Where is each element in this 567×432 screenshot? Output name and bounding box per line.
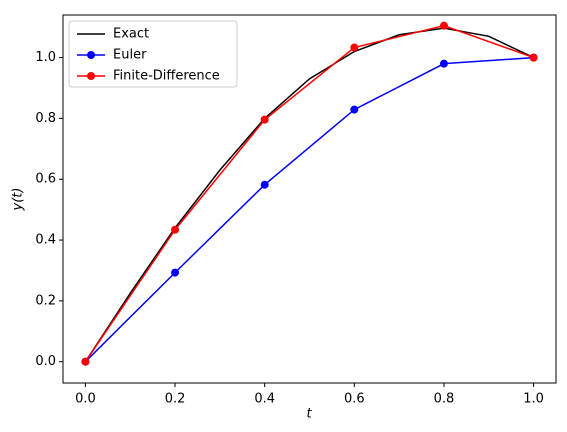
x-tick-label: 0.4 [254,392,275,407]
point [529,53,538,62]
point [171,225,180,234]
legend-box [68,20,238,88]
point [350,43,359,52]
x-tick-label: 0.6 [344,392,365,407]
y-tick-label: 0.6 [35,172,56,187]
point [260,180,269,189]
x-tick-label: 0.2 [165,392,186,407]
x-tick-label: 1.0 [523,392,544,407]
line [84,56,534,363]
point [439,21,448,30]
y-tick-label: 0.8 [35,111,56,126]
x-tick-label: 0.0 [75,392,96,407]
legend-label: Euler [113,48,147,63]
legend-marker [87,51,95,59]
point [260,115,269,124]
point [81,357,90,366]
point [350,105,359,114]
point [171,268,180,277]
legend-marker [87,72,95,80]
legend: Exact Euler Finite-Difference [68,20,238,88]
point [439,59,448,68]
legend-label: Finite-Difference [113,69,220,84]
x-tick-label: 0.8 [434,392,455,407]
legend-label: Exact [113,27,149,42]
y-tick-label: 0.0 [35,354,56,369]
plot-frame [62,14,557,384]
y-tick-label: 0.4 [35,233,56,248]
y-axis-label: y(t) [11,188,26,212]
y-tick-label: 0.2 [35,293,56,308]
y-tick-label: 1.0 [35,50,56,65]
x-axis-label: t [306,407,312,422]
line [84,24,534,363]
